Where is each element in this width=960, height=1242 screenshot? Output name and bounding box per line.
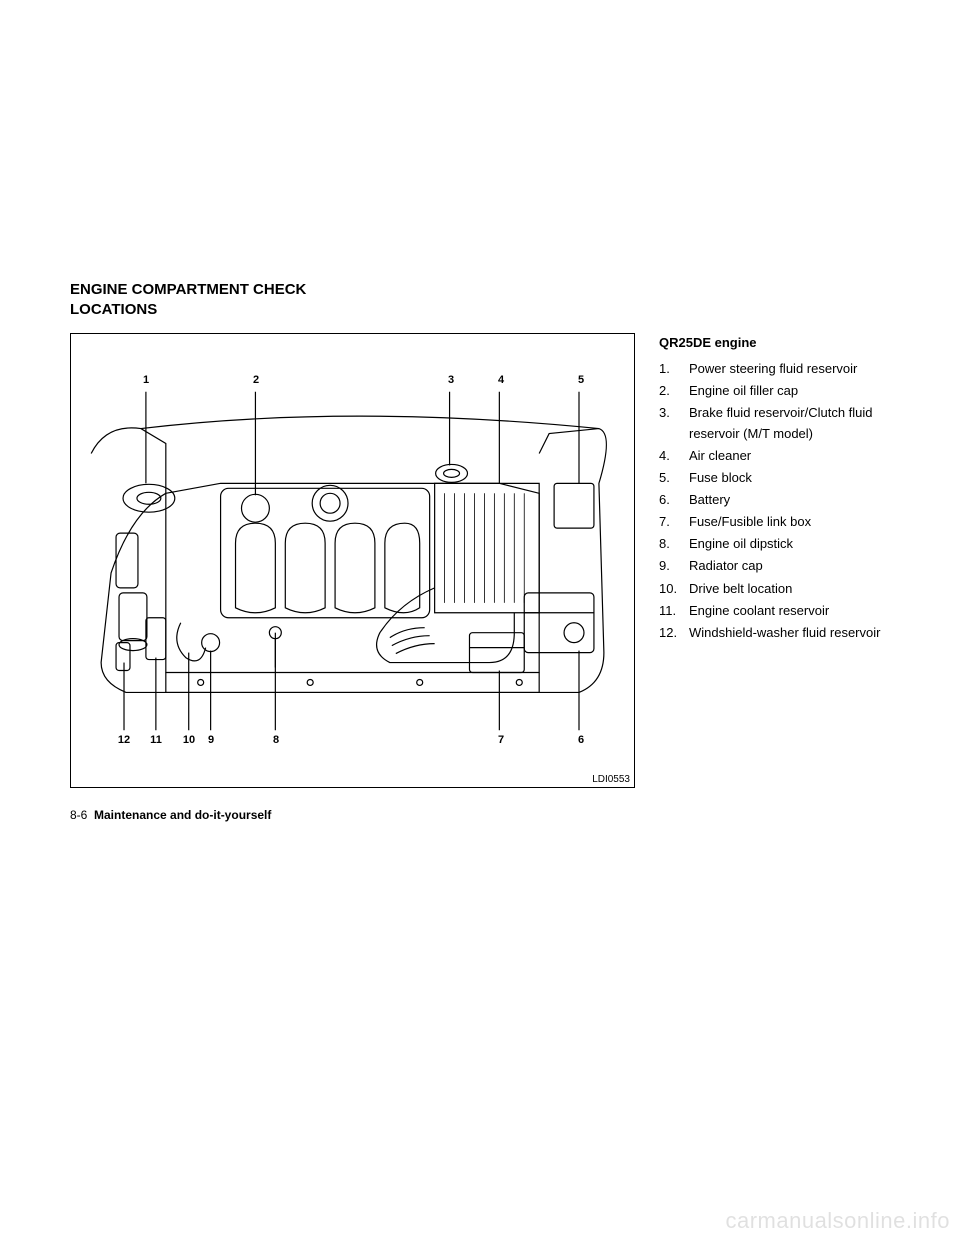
callout-3: 3	[448, 374, 454, 386]
legend-text: Engine oil dipstick	[689, 534, 793, 554]
engine-diagram-figure: 1 2 3 4 5 12 11 10 9 8 7 6 LDI0553	[70, 333, 635, 788]
callout-1: 1	[143, 374, 149, 386]
legend-item: 4.Air cleaner	[659, 446, 890, 466]
figure-id: LDI0553	[592, 774, 630, 785]
legend-num: 3.	[659, 403, 689, 443]
legend-text: Brake fluid reservoir/Clutch fluid reser…	[689, 403, 890, 443]
legend-item: 9.Radiator cap	[659, 556, 890, 576]
legend-item: 7.Fuse/Fusible link box	[659, 512, 890, 532]
callout-2: 2	[253, 374, 259, 386]
callout-5: 5	[578, 374, 584, 386]
page-footer: 8-6 Maintenance and do-it-yourself	[70, 808, 271, 822]
legend-num: 11.	[659, 601, 689, 621]
legend-text: Radiator cap	[689, 556, 763, 576]
content-row: 1 2 3 4 5 12 11 10 9 8 7 6 LDI0553 QR25D…	[70, 333, 890, 788]
legend-num: 7.	[659, 512, 689, 532]
section-title-line2: LOCATIONS	[70, 301, 157, 318]
legend-num: 2.	[659, 381, 689, 401]
legend-num: 9.	[659, 556, 689, 576]
legend-text: Drive belt location	[689, 579, 792, 599]
legend-text: Air cleaner	[689, 446, 751, 466]
legend-list: 1.Power steering fluid reservoir 2.Engin…	[659, 359, 890, 643]
legend-item: 11.Engine coolant reservoir	[659, 601, 890, 621]
page-content: ENGINE COMPARTMENT CHECK LOCATIONS	[70, 280, 890, 788]
legend-text: Fuse block	[689, 468, 752, 488]
watermark: carmanualsonline.info	[725, 1208, 950, 1234]
callout-10: 10	[183, 734, 195, 746]
legend-text: Engine coolant reservoir	[689, 601, 829, 621]
callout-9: 9	[208, 734, 214, 746]
legend-item: 6.Battery	[659, 490, 890, 510]
legend-text: Battery	[689, 490, 730, 510]
engine-diagram-svg	[71, 334, 634, 787]
legend-num: 1.	[659, 359, 689, 379]
legend-num: 8.	[659, 534, 689, 554]
legend-text: Windshield-washer fluid reservoir	[689, 623, 880, 643]
legend-item: 2.Engine oil filler cap	[659, 381, 890, 401]
callout-8: 8	[273, 734, 279, 746]
callout-7: 7	[498, 734, 504, 746]
callout-12: 12	[118, 734, 130, 746]
footer-section: Maintenance and do-it-yourself	[94, 808, 271, 822]
legend-item: 3.Brake fluid reservoir/Clutch fluid res…	[659, 403, 890, 443]
callout-6: 6	[578, 734, 584, 746]
legend-item: 8.Engine oil dipstick	[659, 534, 890, 554]
legend-item: 12.Windshield-washer fluid reservoir	[659, 623, 890, 643]
legend-num: 10.	[659, 579, 689, 599]
legend-item: 5.Fuse block	[659, 468, 890, 488]
legend-text: Fuse/Fusible link box	[689, 512, 811, 532]
legend-text: Engine oil filler cap	[689, 381, 798, 401]
page-number: 8-6	[70, 808, 87, 822]
legend-num: 6.	[659, 490, 689, 510]
legend-num: 12.	[659, 623, 689, 643]
legend-column: QR25DE engine 1.Power steering fluid res…	[659, 333, 890, 645]
engine-title: QR25DE engine	[659, 333, 890, 353]
legend-item: 10.Drive belt location	[659, 579, 890, 599]
legend-text: Power steering fluid reservoir	[689, 359, 857, 379]
legend-num: 4.	[659, 446, 689, 466]
legend-item: 1.Power steering fluid reservoir	[659, 359, 890, 379]
callout-4: 4	[498, 374, 504, 386]
section-title: ENGINE COMPARTMENT CHECK LOCATIONS	[70, 280, 890, 319]
callout-11: 11	[150, 734, 162, 746]
legend-num: 5.	[659, 468, 689, 488]
section-title-line1: ENGINE COMPARTMENT CHECK	[70, 281, 306, 298]
